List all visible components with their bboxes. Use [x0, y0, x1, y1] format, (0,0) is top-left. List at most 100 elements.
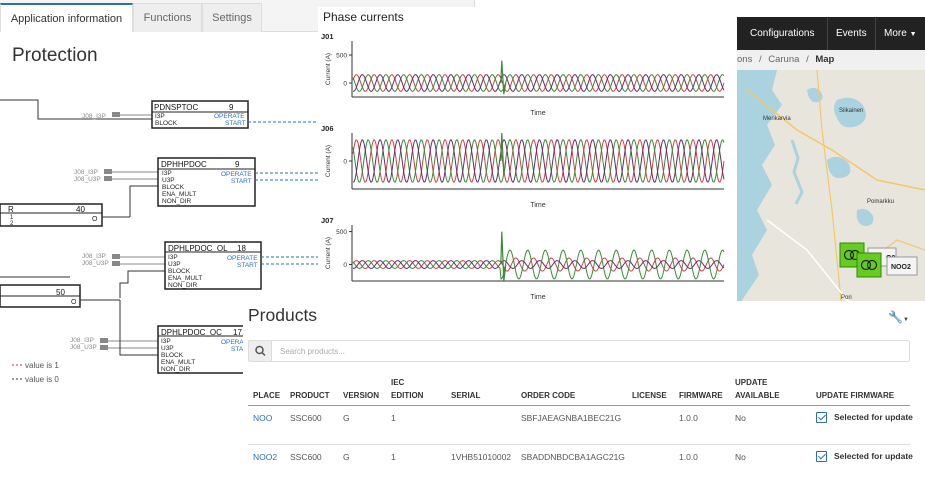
- cell-product: SSC600: [290, 452, 322, 462]
- road: [746, 89, 925, 191]
- phase-series-line: [352, 138, 725, 184]
- col-header-version[interactable]: VERSION: [343, 391, 380, 400]
- phase-series-line: [352, 249, 725, 280]
- tab-application-information[interactable]: Application information: [0, 3, 133, 32]
- update-checkbox[interactable]: [816, 412, 827, 423]
- output-label: OPERATE: [227, 255, 258, 262]
- output-label: START: [231, 178, 252, 185]
- place-merikarvia: Merikarvia: [763, 116, 791, 122]
- block-or-40[interactable]: R 40 1 2 O: [0, 203, 130, 227]
- breadcrumb-sep: /: [806, 54, 809, 65]
- y-tick-label: 0: [343, 81, 347, 88]
- map-panel: Configurations Events More ▼ ons / Carun…: [737, 17, 925, 337]
- block-num: 50: [56, 288, 65, 297]
- input-label: ENA_MULT: [161, 359, 195, 366]
- conn-label: J08_U3P: [82, 260, 109, 267]
- phase-series-line: [352, 257, 725, 272]
- col-header-order-code[interactable]: ORDER CODE: [521, 391, 576, 400]
- phase-series-line: [353, 260, 725, 270]
- col-header-update[interactable]: UPDATE: [735, 378, 768, 387]
- col-header-product[interactable]: PRODUCT: [290, 391, 330, 400]
- col-header-place[interactable]: PLACE: [253, 391, 281, 400]
- y-tick-label: 0: [343, 159, 347, 166]
- breadcrumb-current: Map: [815, 54, 835, 65]
- cell-place-link[interactable]: NOO2: [253, 452, 278, 462]
- cell-order-code: SBADDNBDCBA1AGC21G: [521, 452, 625, 462]
- block-dphlpdoc-oc[interactable]: J08_I3P J08_U3P DPHLPDOC_OC 17 I3P U3P B…: [70, 300, 249, 374]
- block-name: R: [8, 205, 14, 214]
- y-tick-label: 500: [336, 53, 347, 60]
- output-label: STAR: [231, 346, 248, 353]
- phase-series-line: [352, 138, 725, 184]
- input-label: I3P: [168, 254, 178, 261]
- block-num: 40: [76, 205, 85, 214]
- nav-configurations[interactable]: Configurations: [750, 28, 815, 39]
- block-dphlpdoc-ol[interactable]: J08_I3P J08_U3P DPHLPDOC_OL 18 I3P U3P B…: [82, 241, 320, 298]
- search-button[interactable]: [249, 341, 272, 361]
- lake: [827, 156, 851, 179]
- tab-settings[interactable]: Settings: [202, 3, 262, 32]
- fault-spike: [500, 132, 507, 176]
- cell-product: SSC600: [290, 413, 322, 423]
- protection-diagram: J08_I3P PDNSPTOC 9 I3P BLOCK OPERATE STA…: [0, 99, 320, 384]
- cell-update-available: No: [735, 452, 746, 462]
- phase-currents-charts: J01 500 0 Current (A) Time J06 0 Current (A) Tim…: [321, 32, 725, 301]
- input-label: I3P: [162, 170, 172, 177]
- phase-currents-title: Phase currents: [323, 10, 404, 24]
- nav-more[interactable]: More ▼: [884, 17, 917, 50]
- breadcrumb-caruna[interactable]: Caruna: [768, 54, 800, 65]
- conn-label: J08_I3P: [82, 113, 106, 120]
- block-name: DPHHPDOC: [161, 160, 207, 169]
- output-label: OPERATE: [214, 113, 245, 120]
- tab-functions[interactable]: Functions: [133, 3, 202, 32]
- cell-firmware: 1.0.0: [679, 413, 698, 423]
- cell-iec: 1: [391, 452, 396, 462]
- block-dphhpdoc[interactable]: J08_I3P J08_U3P DPHHPDOC 9 I3P U3P BLOCK…: [74, 157, 320, 217]
- input-label: 1: [10, 215, 14, 221]
- breadcrumb-sep: /: [758, 54, 762, 65]
- col-header-update-firmware[interactable]: UPDATE FIRMWARE: [816, 391, 895, 400]
- fault-spike: [500, 60, 507, 95]
- phase-currents-panel: Phase currents J01 500 0 Current (A) Time J06…: [318, 7, 737, 307]
- col-header-iec-edition[interactable]: EDITION: [391, 391, 424, 400]
- block-num: 9: [235, 160, 240, 169]
- block-pdnsptoc[interactable]: J08_I3P PDNSPTOC 9 I3P BLOCK OPERATE STA…: [0, 99, 320, 129]
- cell-order-code: SBFJAEAGNBA1BEC21G: [521, 413, 622, 423]
- chart-title: J07: [321, 216, 334, 225]
- marker-noo2-label: NOO2: [891, 264, 911, 271]
- x-axis-label: Time: [530, 110, 545, 117]
- output-label: O: [71, 299, 77, 306]
- cell-serial: 1VHB51010002: [451, 452, 512, 462]
- col-header-update-available[interactable]: AVAILABLE: [735, 391, 780, 400]
- wrench-menu-button[interactable]: 🔧▼: [888, 310, 909, 324]
- sea-area: [737, 70, 782, 310]
- phase-series-line: [352, 138, 725, 184]
- input-label: I3P: [155, 113, 165, 120]
- output-label: START: [225, 120, 246, 127]
- nav-more-label: More: [884, 28, 907, 39]
- lake: [856, 208, 874, 226]
- row-divider: [248, 444, 910, 445]
- col-header-license[interactable]: LICENSE: [632, 391, 667, 400]
- transformer-icon: [856, 252, 882, 278]
- col-header-serial[interactable]: SERIAL: [451, 391, 481, 400]
- y-axis-label: Current (A): [325, 53, 332, 85]
- marker-noo2[interactable]: NOO2: [856, 252, 918, 278]
- search-input[interactable]: [280, 344, 880, 358]
- update-checkbox-label: Selected for update: [834, 412, 913, 422]
- block-or-50[interactable]: 50 O: [0, 284, 120, 308]
- cell-place-link[interactable]: NOO: [253, 413, 273, 423]
- phase-series-line: [353, 74, 725, 92]
- fault-spike: [500, 231, 507, 282]
- legend-value1: value is 1: [25, 361, 59, 370]
- phase-series-line: [352, 74, 725, 92]
- caret-down-icon: ▼: [909, 31, 917, 38]
- cell-iec: 1: [391, 413, 396, 423]
- input-label: ENA_MULT: [162, 191, 196, 198]
- road: [816, 70, 843, 311]
- col-header-firmware[interactable]: FIRMWARE: [679, 391, 723, 400]
- col-header-iec[interactable]: IEC: [391, 378, 405, 387]
- map-canvas[interactable]: Merikarvia Siikainen Pomarkku Pori O0 NO…: [737, 70, 925, 337]
- update-checkbox[interactable]: [816, 451, 827, 462]
- nav-events[interactable]: Events: [836, 28, 867, 39]
